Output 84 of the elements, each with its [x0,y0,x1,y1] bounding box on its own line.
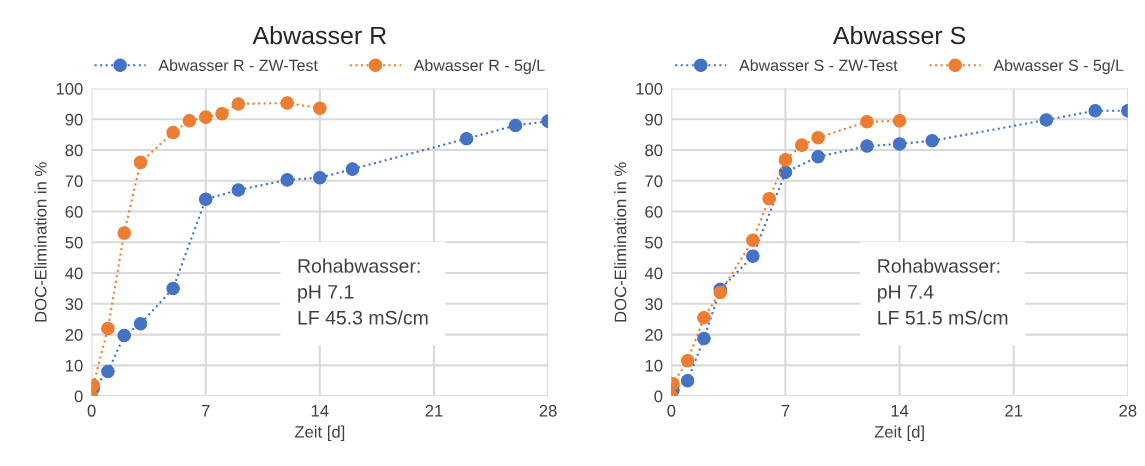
point [860,114,874,129]
point [811,150,825,164]
y-tick-label: 50 [645,236,663,249]
point [166,125,180,140]
point [133,155,148,170]
point [892,114,907,128]
point [778,153,793,167]
point [794,138,809,152]
point [101,364,115,379]
point [459,131,474,146]
point [746,233,760,247]
x-axis-title: Zeit [d] [874,425,924,442]
y-axis-title: DOC-Elimination in % [614,162,627,322]
y-tick-label: 80 [65,144,83,157]
point [231,97,246,111]
y-tick-label: 90 [65,113,83,126]
annotation: Rohabwasser: pH 7.4 LF 51.5 mS/cm [878,258,1008,325]
point [182,114,197,128]
point [345,162,360,176]
x-tick-label: 28 [1119,404,1137,417]
y-tick-label: 80 [645,144,663,157]
y-tick-label: 100 [56,82,83,95]
y-tick-label: 0 [74,390,83,403]
x-tick-label: 21 [1005,404,1023,417]
point [166,281,180,296]
chart-title: Abwasser R [252,25,387,45]
y-tick-label: 50 [65,236,83,249]
x-axis-title: Zeit [d] [294,425,345,442]
x-tick-label: 14 [891,405,909,417]
x-tick-label: 0 [87,404,96,417]
point [811,130,825,145]
point [508,118,523,133]
point [280,96,295,110]
point [746,249,760,263]
y-tick-label: 30 [645,298,663,311]
y-tick-label: 60 [65,205,83,218]
point [697,310,711,325]
y-tick-label: 100 [636,82,663,95]
y-tick-label: 40 [65,267,83,280]
legend-label: Abwasser R - ZW-Test [158,59,318,72]
y-tick-label: 10 [645,359,663,372]
y-tick-label: 70 [645,175,663,188]
point [1088,103,1102,118]
point [117,328,131,343]
y-tick-label: 20 [65,328,83,341]
y-tick-label: 10 [66,359,83,372]
point [280,173,295,187]
x-tick-label: 7 [781,405,790,417]
point [778,165,793,179]
point [892,137,907,151]
point [680,373,695,388]
x-tick-label: 21 [425,404,443,417]
point [198,192,213,207]
y-tick-label: 60 [645,205,663,218]
y-axis-title: DOC-Elimination in % [34,162,47,322]
y-tick-label: 30 [65,298,83,311]
y-tick-label: 70 [65,175,83,188]
x-tick-label: 0 [667,404,676,417]
point [860,139,874,153]
point [133,317,148,331]
point [697,331,711,346]
legend-label: Abwasser S - ZW-Test [739,59,898,72]
point [215,106,229,121]
x-tick-label: 14 [311,405,329,417]
point [198,110,213,124]
y-tick-label: 20 [645,328,663,341]
point [1039,113,1054,127]
y-tick-label: 40 [644,267,663,280]
legend-label: Abwasser R - 5g/L [413,59,545,75]
chart-title: Abwasser S [832,25,966,45]
x-tick-label: 28 [539,404,557,417]
legend-label: Abwasser S - 5g/L [993,59,1124,75]
point [925,134,939,148]
annotation: Rohabwasser: pH 7.1 LF 45.3 mS/cm [298,258,428,325]
y-tick-label: 0 [654,390,663,403]
x-tick-label: 7 [201,405,210,417]
point [117,226,131,240]
point [313,170,327,185]
point [313,101,327,115]
y-tick-label: 90 [645,113,663,126]
point [762,191,776,206]
point [680,353,695,368]
point [101,321,115,336]
point [231,183,246,197]
